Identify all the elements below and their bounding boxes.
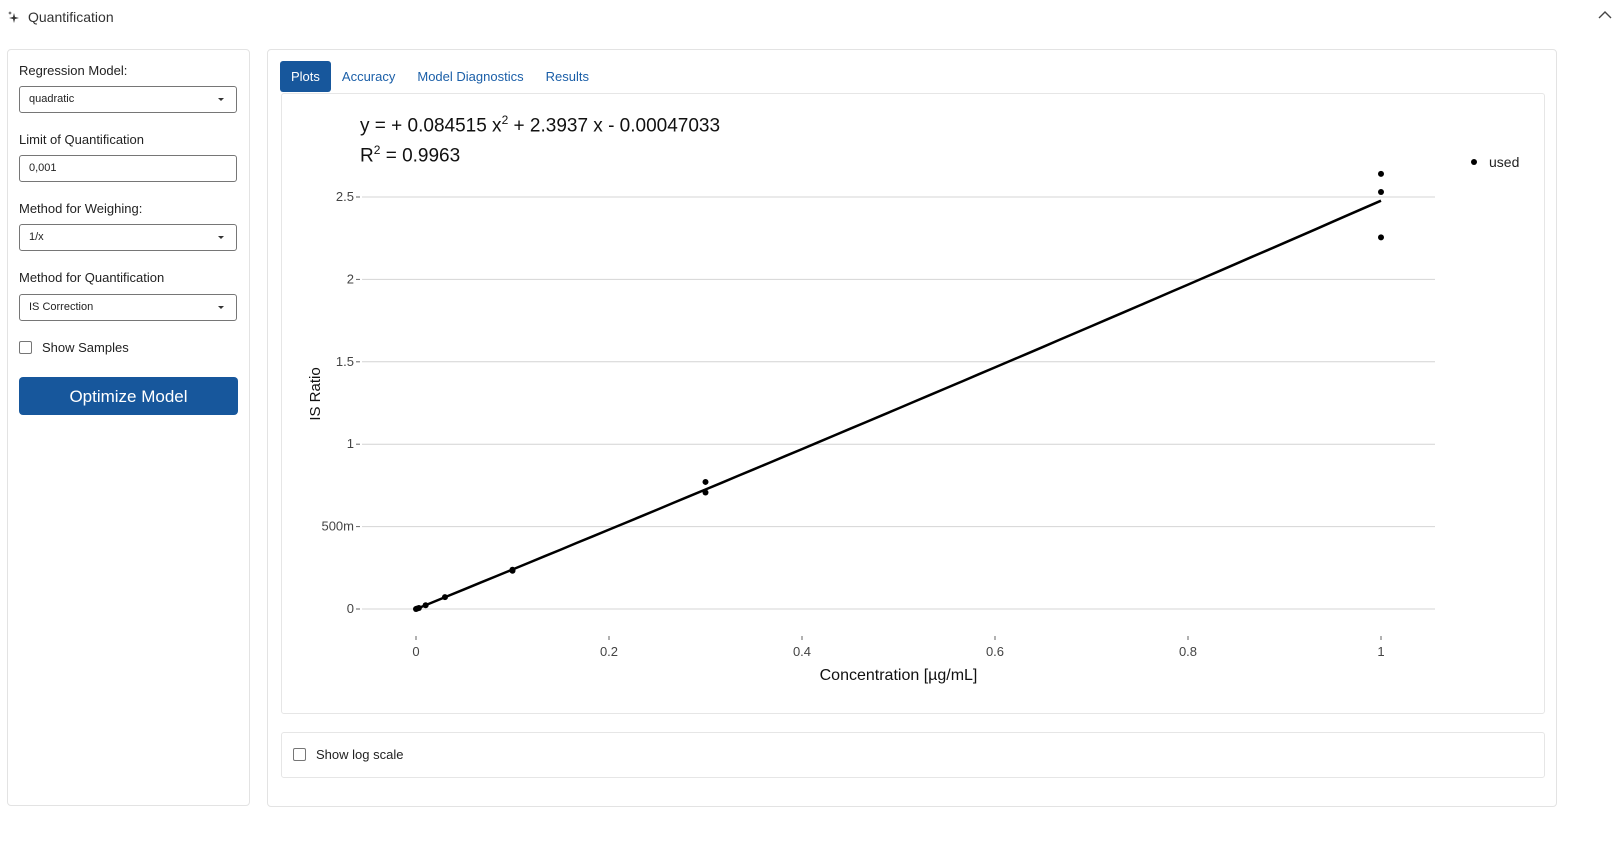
caret-down-icon bbox=[218, 98, 224, 101]
x-tick-label: 1 bbox=[1377, 644, 1384, 659]
y-tick-label: 2.5 bbox=[336, 189, 354, 204]
log-scale-label: Show log scale bbox=[316, 747, 404, 762]
x-tick-label: 0.6 bbox=[986, 644, 1004, 659]
data-point bbox=[1378, 234, 1384, 241]
data-point bbox=[509, 567, 516, 574]
legend-marker bbox=[1471, 159, 1477, 165]
weighing-select[interactable]: 1/x bbox=[19, 224, 237, 251]
loq-value: 0,001 bbox=[29, 162, 57, 174]
data-point bbox=[702, 478, 709, 485]
section-title: Quantification bbox=[28, 9, 114, 25]
regression-model-select[interactable]: quadratic bbox=[19, 86, 237, 113]
x-tick-label: 0.4 bbox=[793, 644, 811, 659]
y-tick-label: 0 bbox=[347, 601, 354, 616]
quantification-method-value: IS Correction bbox=[29, 301, 94, 313]
y-tick-label: 1.5 bbox=[336, 354, 354, 369]
y-axis-title: IS Ratio bbox=[307, 367, 324, 420]
sparkle-icon bbox=[8, 11, 19, 23]
x-tick-label: 0 bbox=[412, 644, 419, 659]
x-tick-label: 0.2 bbox=[600, 644, 618, 659]
y-tick-label: 1 bbox=[347, 436, 354, 451]
show-samples-label: Show Samples bbox=[42, 340, 129, 355]
settings-panel: Regression Model: quadratic Limit of Qua… bbox=[7, 49, 250, 806]
section-header[interactable]: Quantification bbox=[0, 0, 1623, 36]
caret-down-icon bbox=[218, 236, 224, 239]
show-samples-checkbox[interactable] bbox=[19, 341, 32, 354]
log-scale-toggle[interactable]: Show log scale bbox=[293, 747, 403, 762]
fit-curve bbox=[415, 199, 1382, 611]
log-scale-card: Show log scale bbox=[281, 732, 1545, 778]
regression-model-value: quadratic bbox=[29, 93, 75, 105]
quantification-method-select[interactable]: IS Correction bbox=[19, 294, 237, 321]
y-tick-label: 500m bbox=[321, 519, 354, 534]
tab-results[interactable]: Results bbox=[545, 69, 589, 84]
tab-accuracy[interactable]: Accuracy bbox=[341, 69, 396, 84]
equation-line: y = + 0.084515 x2 + 2.3937 x - 0.0004703… bbox=[360, 113, 721, 137]
regression-model-label: Regression Model: bbox=[19, 63, 128, 78]
log-scale-checkbox[interactable] bbox=[293, 748, 306, 761]
tab-bar: Plots Accuracy Model Diagnostics Results bbox=[280, 61, 600, 92]
x-axis-title: Concentration [µg/mL] bbox=[820, 667, 978, 684]
chevron-up-icon[interactable] bbox=[1598, 10, 1612, 20]
weighing-label: Method for Weighing: bbox=[19, 201, 143, 216]
data-point bbox=[1378, 189, 1384, 196]
regression-equation: y = + 0.084515 x2 + 2.3937 x - 0.0004703… bbox=[360, 108, 720, 169]
tab-model-diagnostics[interactable]: Model Diagnostics bbox=[417, 69, 524, 84]
show-samples-toggle[interactable]: Show Samples bbox=[19, 340, 129, 355]
calibration-plot-card: 0 500m 1 1.5 2 2.5 0 0.2 0.4 0.6 0.8 1 Concentration… bbox=[281, 93, 1545, 714]
optimize-model-button[interactable]: Optimize Model bbox=[19, 377, 238, 415]
loq-input[interactable]: 0,001 bbox=[19, 155, 237, 182]
y-tick-label: 2 bbox=[347, 271, 354, 286]
data-point bbox=[441, 594, 448, 601]
data-point bbox=[415, 605, 422, 612]
main-panel: Plots Accuracy Model Diagnostics Results… bbox=[267, 49, 1557, 807]
data-point bbox=[422, 602, 429, 609]
caret-down-icon bbox=[218, 306, 224, 309]
data-point bbox=[1378, 170, 1384, 177]
x-tick-label: 0.8 bbox=[1179, 644, 1197, 659]
data-point bbox=[702, 489, 709, 496]
loq-label: Limit of Quantification bbox=[19, 132, 145, 147]
weighing-value: 1/x bbox=[29, 231, 44, 243]
quantification-method-label: Method for Quantification bbox=[19, 270, 165, 285]
legend-label: used bbox=[1489, 154, 1519, 170]
tab-plots[interactable]: Plots bbox=[280, 61, 331, 92]
r-squared-line: R2 = 0.9963 bbox=[360, 143, 461, 167]
calibration-chart[interactable]: 0 500m 1 1.5 2 2.5 0 0.2 0.4 0.6 0.8 1 Concentration… bbox=[282, 94, 1544, 713]
